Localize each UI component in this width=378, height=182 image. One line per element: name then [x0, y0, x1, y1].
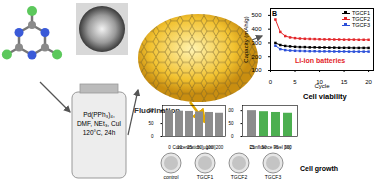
- svg-text:20: 20: [365, 79, 372, 85]
- svg-text:300: 300: [251, 40, 262, 46]
- svg-text:0: 0: [269, 79, 273, 85]
- svg-text:200: 200: [216, 145, 224, 150]
- svg-text:0: 0: [231, 134, 234, 139]
- svg-text:15: 15: [341, 79, 348, 85]
- svg-text:200: 200: [251, 54, 262, 60]
- svg-text:Capacity (mAh/g): Capacity (mAh/g): [243, 16, 249, 62]
- svg-text:50: 50: [228, 121, 234, 126]
- svg-text:Confluence level [%]: Confluence level [%]: [249, 145, 290, 150]
- svg-text:0: 0: [151, 134, 154, 139]
- svg-text:50: 50: [148, 121, 154, 126]
- svg-text:500: 500: [251, 12, 262, 18]
- svg-text:100: 100: [251, 67, 262, 73]
- svg-text:0: 0: [168, 145, 171, 150]
- svg-text:100: 100: [228, 108, 234, 113]
- svg-text:Concentration [µg/ml]: Concentration [µg/ml]: [173, 145, 216, 150]
- svg-text:400: 400: [251, 26, 262, 32]
- svg-text:5: 5: [293, 79, 297, 85]
- svg-text:100: 100: [148, 108, 154, 113]
- svg-text:Cycle: Cycle: [314, 83, 330, 89]
